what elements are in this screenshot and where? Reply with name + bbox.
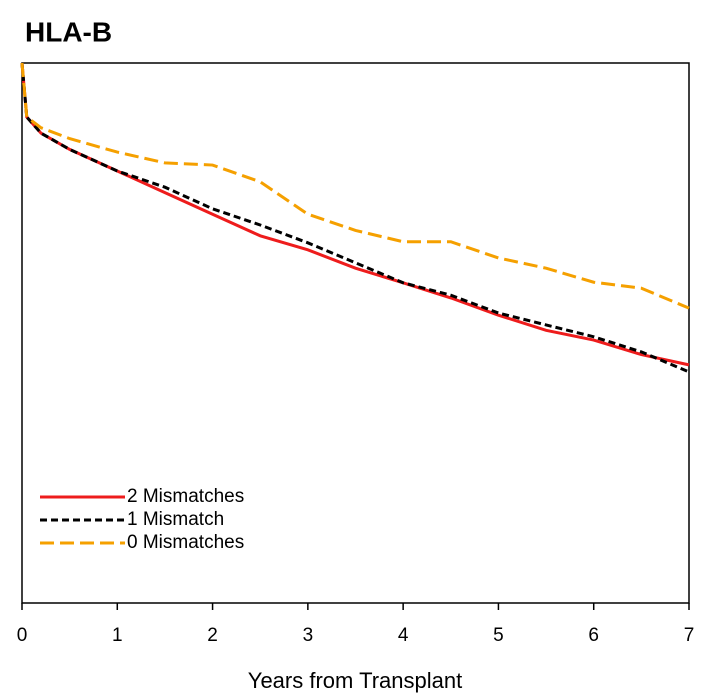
x-tick-label: 4 xyxy=(398,625,409,646)
series-line xyxy=(20,62,690,374)
plot-frame xyxy=(21,62,690,604)
legend-label: 0 Mismatches xyxy=(127,532,244,553)
legend-label: 2 Mismatches xyxy=(127,486,244,507)
x-tick-label: 7 xyxy=(684,625,695,646)
chart-title: HLA-B xyxy=(25,16,112,47)
x-tick-label: 5 xyxy=(493,625,504,646)
x-tick-label: 6 xyxy=(588,625,599,646)
legend-label: 1 Mismatch xyxy=(127,509,224,530)
x-tick-label: 1 xyxy=(112,625,123,646)
x-axis-label: Years from Transplant xyxy=(248,668,462,693)
x-tick-label: 0 xyxy=(17,625,28,646)
series-line xyxy=(20,62,690,310)
series-line xyxy=(20,62,690,367)
x-tick-label: 3 xyxy=(303,625,314,646)
x-tick-label: 2 xyxy=(207,625,218,646)
